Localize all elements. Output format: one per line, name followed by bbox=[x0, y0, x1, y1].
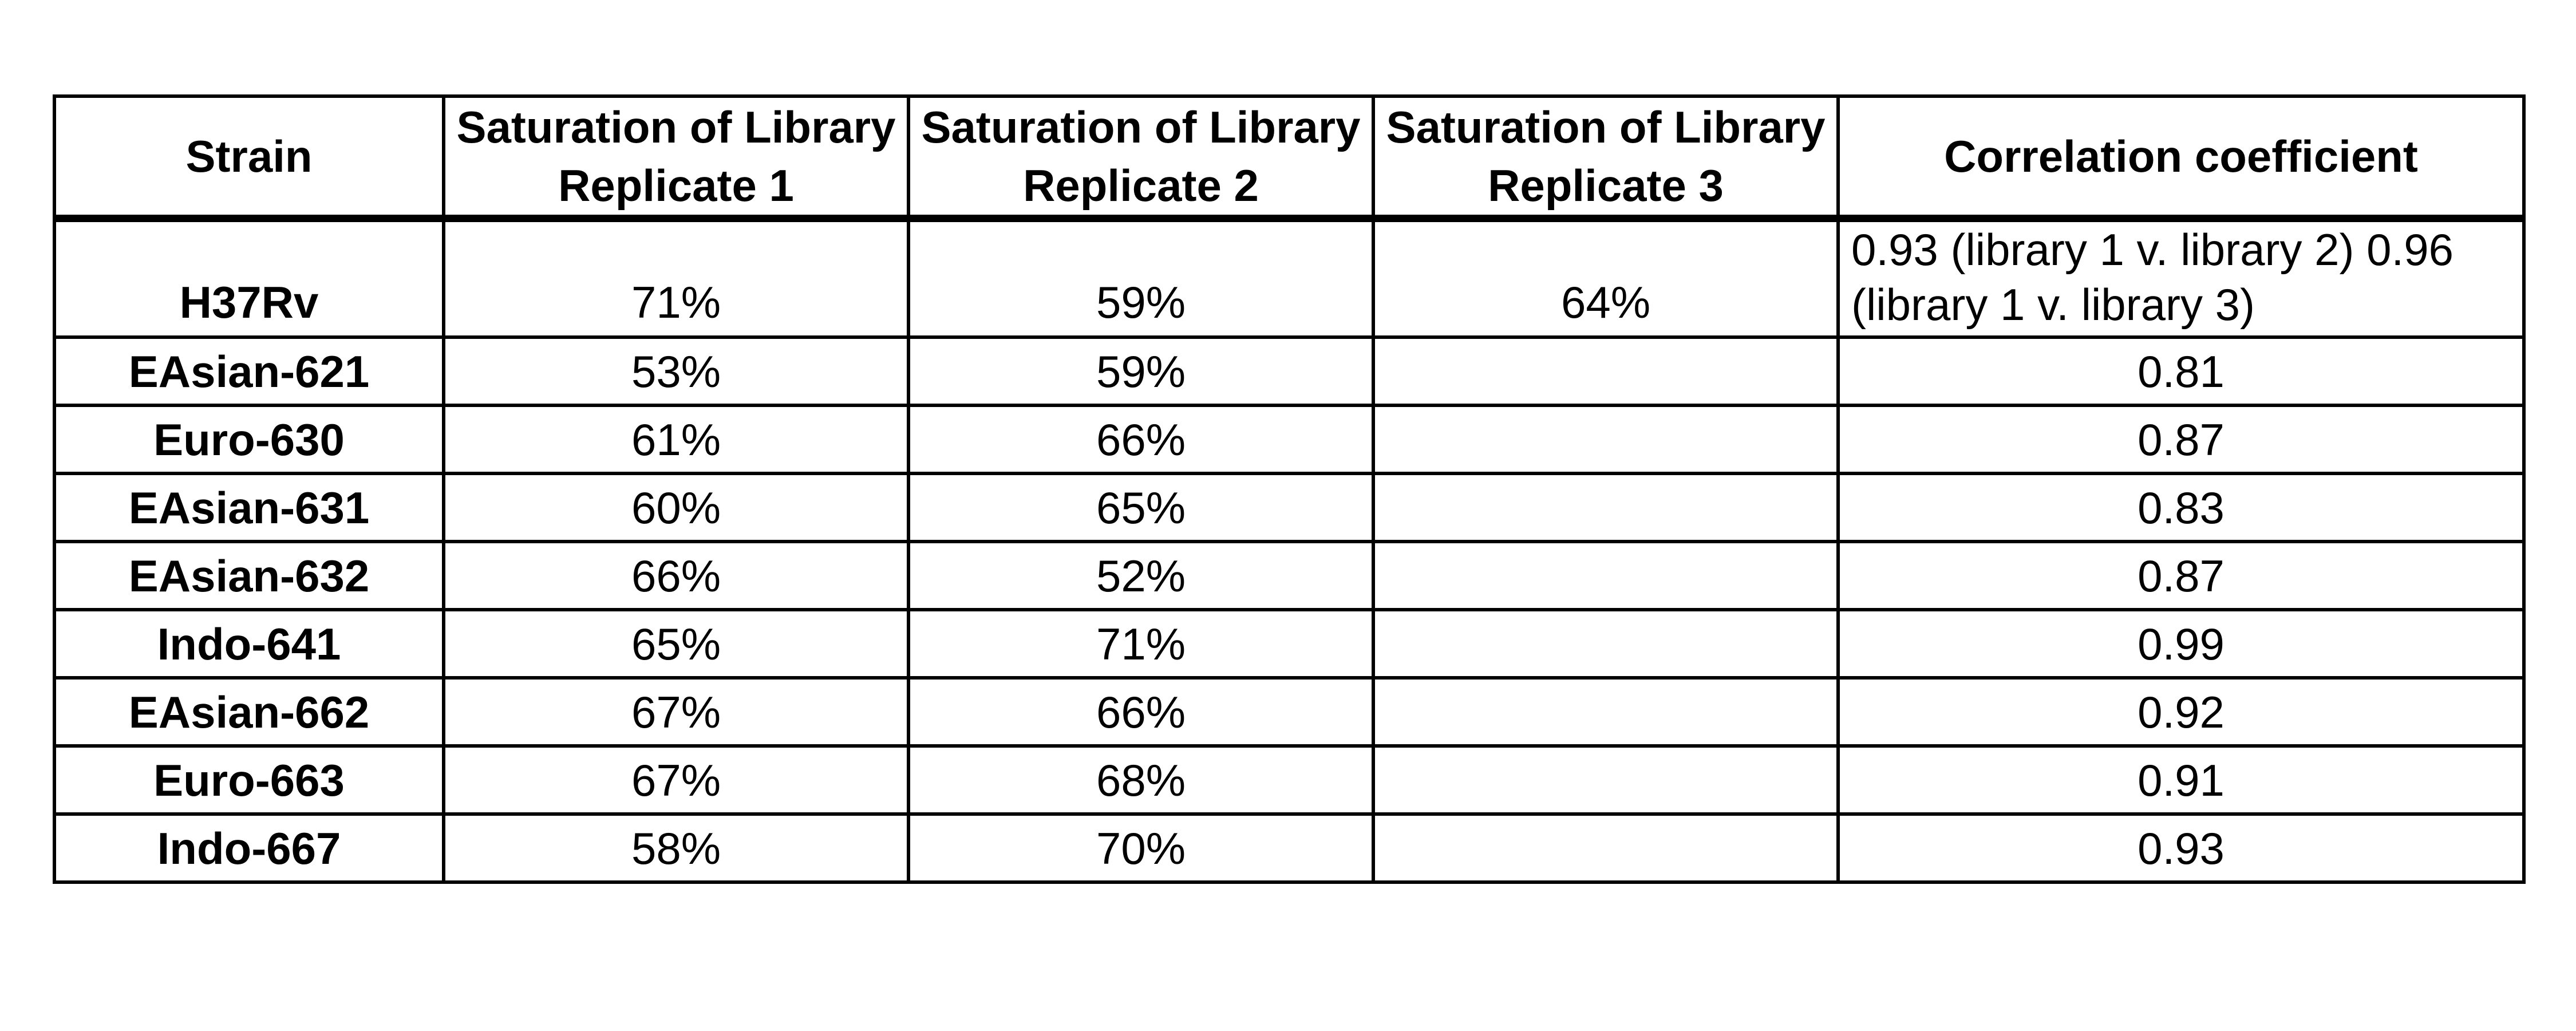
replicate-1-cell: 58% bbox=[442, 812, 910, 884]
replicate-1-cell: 65% bbox=[442, 608, 910, 680]
replicate-1-cell: 67% bbox=[442, 676, 910, 748]
correlation-cell: 0.93 (library 1 v. library 2) 0.96 (libr… bbox=[1836, 216, 2526, 339]
table-row: Indo-667 58% 70% 0.93 bbox=[53, 812, 2526, 884]
replicate-2-cell: 52% bbox=[907, 540, 1375, 611]
table-header: Strain Saturation of Library Replicate 1… bbox=[53, 94, 2526, 222]
replicate-3-cell bbox=[1372, 676, 1840, 748]
header-replicate-1: Saturation of Library Replicate 1 bbox=[442, 94, 910, 222]
correlation-cell: 0.93 bbox=[1836, 812, 2526, 884]
header-replicate-2: Saturation of Library Replicate 2 bbox=[907, 94, 1375, 222]
table-row: EAsian-631 60% 65% 0.83 bbox=[53, 472, 2526, 543]
replicate-1-cell: 60% bbox=[442, 472, 910, 543]
strain-cell: Indo-667 bbox=[53, 812, 445, 884]
replicate-1-cell: 53% bbox=[442, 335, 910, 407]
replicate-3-cell bbox=[1372, 744, 1840, 816]
correlation-cell: 0.83 bbox=[1836, 472, 2526, 543]
strain-cell: EAsian-662 bbox=[53, 676, 445, 748]
replicate-3-cell bbox=[1372, 812, 1840, 884]
table-row: EAsian-621 53% 59% 0.81 bbox=[53, 335, 2526, 407]
header-strain: Strain bbox=[53, 94, 445, 222]
table-body: H37Rv 71% 59% 64% 0.93 (library 1 v. lib… bbox=[53, 216, 2526, 884]
correlation-cell: 0.92 bbox=[1836, 676, 2526, 748]
table-row: Euro-663 67% 68% 0.91 bbox=[53, 744, 2526, 816]
table-row: H37Rv 71% 59% 64% 0.93 (library 1 v. lib… bbox=[53, 216, 2526, 339]
strain-cell: Euro-663 bbox=[53, 744, 445, 816]
header-row: Strain Saturation of Library Replicate 1… bbox=[53, 94, 2526, 222]
header-correlation: Correlation coefficient bbox=[1836, 94, 2526, 222]
correlation-cell: 0.87 bbox=[1836, 540, 2526, 611]
saturation-table: Strain Saturation of Library Replicate 1… bbox=[53, 94, 2526, 884]
table-row: EAsian-662 67% 66% 0.92 bbox=[53, 676, 2526, 748]
replicate-3-cell bbox=[1372, 540, 1840, 611]
replicate-3-cell bbox=[1372, 335, 1840, 407]
replicate-2-cell: 71% bbox=[907, 608, 1375, 680]
replicate-1-cell: 71% bbox=[442, 216, 910, 339]
replicate-3-cell: 64% bbox=[1372, 216, 1840, 339]
strain-cell: EAsian-621 bbox=[53, 335, 445, 407]
replicate-1-cell: 61% bbox=[442, 404, 910, 475]
correlation-cell: 0.87 bbox=[1836, 404, 2526, 475]
replicate-2-cell: 59% bbox=[907, 216, 1375, 339]
correlation-cell: 0.81 bbox=[1836, 335, 2526, 407]
replicate-2-cell: 66% bbox=[907, 404, 1375, 475]
table-row: EAsian-632 66% 52% 0.87 bbox=[53, 540, 2526, 611]
correlation-cell: 0.99 bbox=[1836, 608, 2526, 680]
strain-cell: H37Rv bbox=[53, 216, 445, 339]
replicate-3-cell bbox=[1372, 404, 1840, 475]
strain-cell: Indo-641 bbox=[53, 608, 445, 680]
table-row: Euro-630 61% 66% 0.87 bbox=[53, 404, 2526, 475]
replicate-1-cell: 67% bbox=[442, 744, 910, 816]
replicate-3-cell bbox=[1372, 608, 1840, 680]
strain-cell: Euro-630 bbox=[53, 404, 445, 475]
replicate-2-cell: 65% bbox=[907, 472, 1375, 543]
strain-cell: EAsian-631 bbox=[53, 472, 445, 543]
replicate-2-cell: 59% bbox=[907, 335, 1375, 407]
replicate-2-cell: 70% bbox=[907, 812, 1375, 884]
strain-cell: EAsian-632 bbox=[53, 540, 445, 611]
correlation-cell: 0.91 bbox=[1836, 744, 2526, 816]
replicate-2-cell: 68% bbox=[907, 744, 1375, 816]
replicate-2-cell: 66% bbox=[907, 676, 1375, 748]
table-row: Indo-641 65% 71% 0.99 bbox=[53, 608, 2526, 680]
header-replicate-3: Saturation of Library Replicate 3 bbox=[1372, 94, 1840, 222]
replicate-1-cell: 66% bbox=[442, 540, 910, 611]
replicate-3-cell bbox=[1372, 472, 1840, 543]
